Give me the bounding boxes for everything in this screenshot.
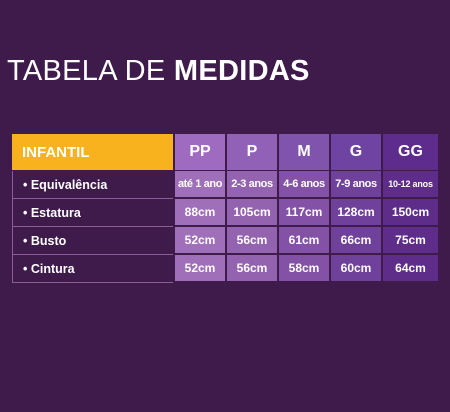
cell: 60cm <box>331 255 381 281</box>
cell: 58cm <box>279 255 329 281</box>
cell: 4-6 anos <box>279 171 329 197</box>
page-title: TABELA DE MEDIDAS <box>7 54 310 88</box>
cell: 66cm <box>331 227 381 253</box>
size-header-p: P <box>227 134 277 170</box>
row-estatura: • Estatura 88cm 105cm 117cm 128cm 150cm <box>12 199 438 227</box>
row-label: • Estatura <box>12 199 173 227</box>
category-label: INFANTIL <box>12 134 173 170</box>
cell: 105cm <box>227 199 277 225</box>
cell: 128cm <box>331 199 381 225</box>
cell: 56cm <box>227 227 277 253</box>
cell: 150cm <box>383 199 438 225</box>
cell: 2-3 anos <box>227 171 277 197</box>
cell: 61cm <box>279 227 329 253</box>
row-label: • Equivalência <box>12 171 173 199</box>
size-header-pp: PP <box>175 134 225 170</box>
size-header-gg: GG <box>383 134 438 170</box>
title-light: TABELA DE <box>7 55 166 87</box>
cell: 117cm <box>279 199 329 225</box>
cell: 52cm <box>175 255 225 281</box>
cell: até 1 ano <box>175 171 225 197</box>
row-busto: • Busto 52cm 56cm 61cm 66cm 75cm <box>12 227 438 255</box>
row-cintura: • Cintura 52cm 56cm 58cm 60cm 64cm <box>12 255 438 283</box>
cell: 10-12 anos <box>383 171 438 197</box>
size-header-g: G <box>331 134 381 170</box>
row-label: • Cintura <box>12 255 173 283</box>
cell: 75cm <box>383 227 438 253</box>
size-header-m: M <box>279 134 329 170</box>
cell: 64cm <box>383 255 438 281</box>
row-label: • Busto <box>12 227 173 255</box>
cell: 52cm <box>175 227 225 253</box>
cell: 88cm <box>175 199 225 225</box>
cell: 56cm <box>227 255 277 281</box>
cell: 7-9 anos <box>331 171 381 197</box>
title-bold: MEDIDAS <box>173 55 310 87</box>
row-equivalencia: • Equivalência até 1 ano 2-3 anos 4-6 an… <box>12 171 438 199</box>
